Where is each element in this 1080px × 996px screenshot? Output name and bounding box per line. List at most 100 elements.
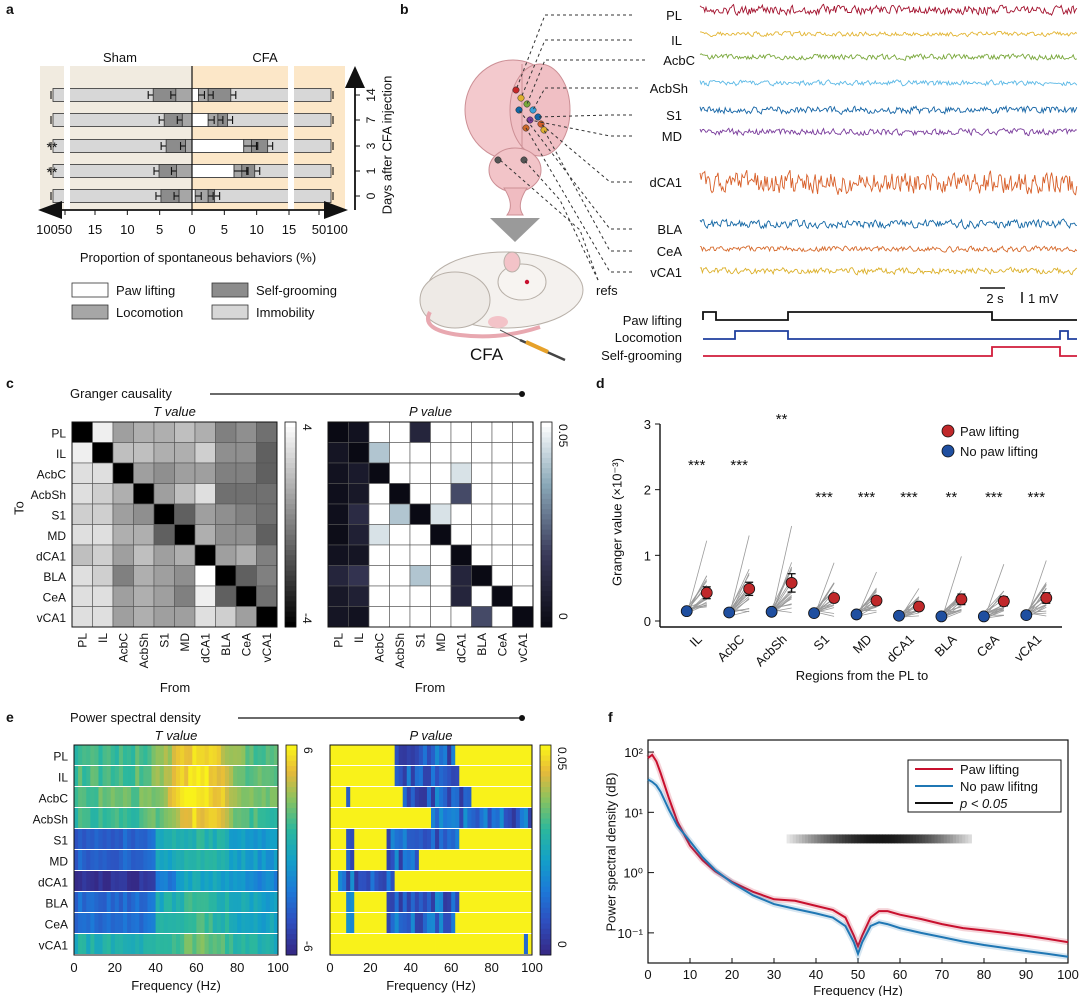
t-cell (118, 766, 124, 786)
t-cell (224, 808, 230, 828)
t-cell (229, 829, 234, 849)
t-cell (249, 766, 254, 786)
t-cell (118, 829, 124, 849)
p-cell (330, 745, 335, 765)
t-cell (233, 787, 238, 807)
p-cell (475, 913, 480, 933)
p-cell (334, 934, 339, 954)
significant-band (915, 834, 920, 844)
sham-locomotion-bar (176, 164, 193, 178)
p-cell (527, 808, 533, 828)
row-label: AcbC (37, 467, 67, 481)
row-label: CeA (43, 590, 66, 604)
p-cell (443, 871, 448, 891)
significant-band (888, 834, 892, 844)
t-cell (98, 829, 103, 849)
p-cell (390, 850, 396, 870)
p-cell (431, 850, 436, 870)
rat-paw (488, 316, 508, 328)
paw-lifting-point (997, 595, 1010, 608)
t-cell (192, 913, 197, 933)
t-cell (188, 871, 193, 891)
colorbar-step (285, 596, 296, 602)
p-cell (366, 934, 371, 954)
p-cell (507, 871, 513, 891)
significance-marker: ** (47, 139, 58, 155)
granger-title: Granger causality (70, 386, 172, 401)
x-tick-label: 100 (521, 960, 543, 975)
t-cell (212, 745, 218, 765)
row-label: AcbSh (33, 813, 68, 827)
colorbar-step (285, 488, 296, 495)
colorbar-frame (285, 744, 298, 956)
p-cell (487, 808, 492, 828)
t-cell (171, 934, 177, 954)
p-cell (519, 850, 525, 870)
colorbar-frame (284, 421, 297, 628)
significant-band (965, 834, 969, 844)
row-label: MD (49, 855, 68, 869)
p-cell (515, 808, 521, 828)
t-cell (212, 913, 218, 933)
t-cell (196, 850, 201, 870)
t-cell (151, 766, 156, 786)
significant-band (919, 834, 923, 844)
p-cell (330, 787, 335, 807)
t-cell (216, 808, 222, 828)
p-cell (426, 850, 432, 870)
matrix-cell (512, 442, 534, 464)
significant-band (912, 834, 917, 844)
matrix-cell (368, 544, 390, 566)
electrode-dot (512, 86, 520, 94)
matrix-cell (430, 524, 452, 546)
behavior-paw-lifting (702, 311, 1077, 321)
matrix-cell (389, 524, 411, 546)
p-cell (447, 787, 452, 807)
cfa-background (192, 66, 345, 210)
colorbar-step (286, 797, 297, 804)
colorbar-step (541, 534, 552, 541)
t-cell (127, 787, 132, 807)
matrix-cell (112, 565, 134, 587)
t-cell (208, 787, 214, 807)
t-cell (176, 871, 181, 891)
t-cell (86, 934, 91, 954)
row-label: vCA1 (37, 611, 67, 625)
matrix-cell (112, 585, 134, 607)
colorbar-bottom-label: -6 (301, 941, 315, 952)
t-cell (269, 787, 275, 807)
p-cell (346, 934, 351, 954)
x-tick-label: 60 (189, 960, 203, 975)
t-cell (82, 913, 87, 933)
colorbar-step (541, 509, 552, 515)
p-cell (527, 850, 533, 870)
significant-band (792, 834, 797, 844)
t-cell (127, 745, 132, 765)
t-cell (216, 934, 222, 954)
matrix-cell (256, 524, 278, 546)
p-cell (394, 829, 400, 849)
p-cell (471, 745, 476, 765)
matrix-cell (194, 483, 216, 505)
significant-band (795, 834, 800, 844)
t-cell (122, 829, 128, 849)
t-cell (257, 787, 263, 807)
trace-vCA1 (699, 266, 1078, 276)
matrix-cell (471, 483, 493, 505)
matrix-cell (256, 503, 278, 525)
matrix-frame (71, 421, 278, 628)
significant-band (909, 834, 914, 844)
matrix-cell (174, 585, 196, 607)
p-cell (527, 892, 533, 912)
p-cell (338, 808, 343, 828)
matrix-cell (215, 421, 237, 443)
t-cell (180, 850, 185, 870)
t-cell (245, 892, 250, 912)
p-cell (390, 892, 396, 912)
p-cell (406, 871, 412, 891)
t-cell (265, 892, 271, 912)
t-cell (74, 829, 79, 849)
legend-label: Self-grooming (256, 283, 337, 298)
region-label: S1 (666, 108, 682, 123)
t-cell (200, 829, 205, 849)
